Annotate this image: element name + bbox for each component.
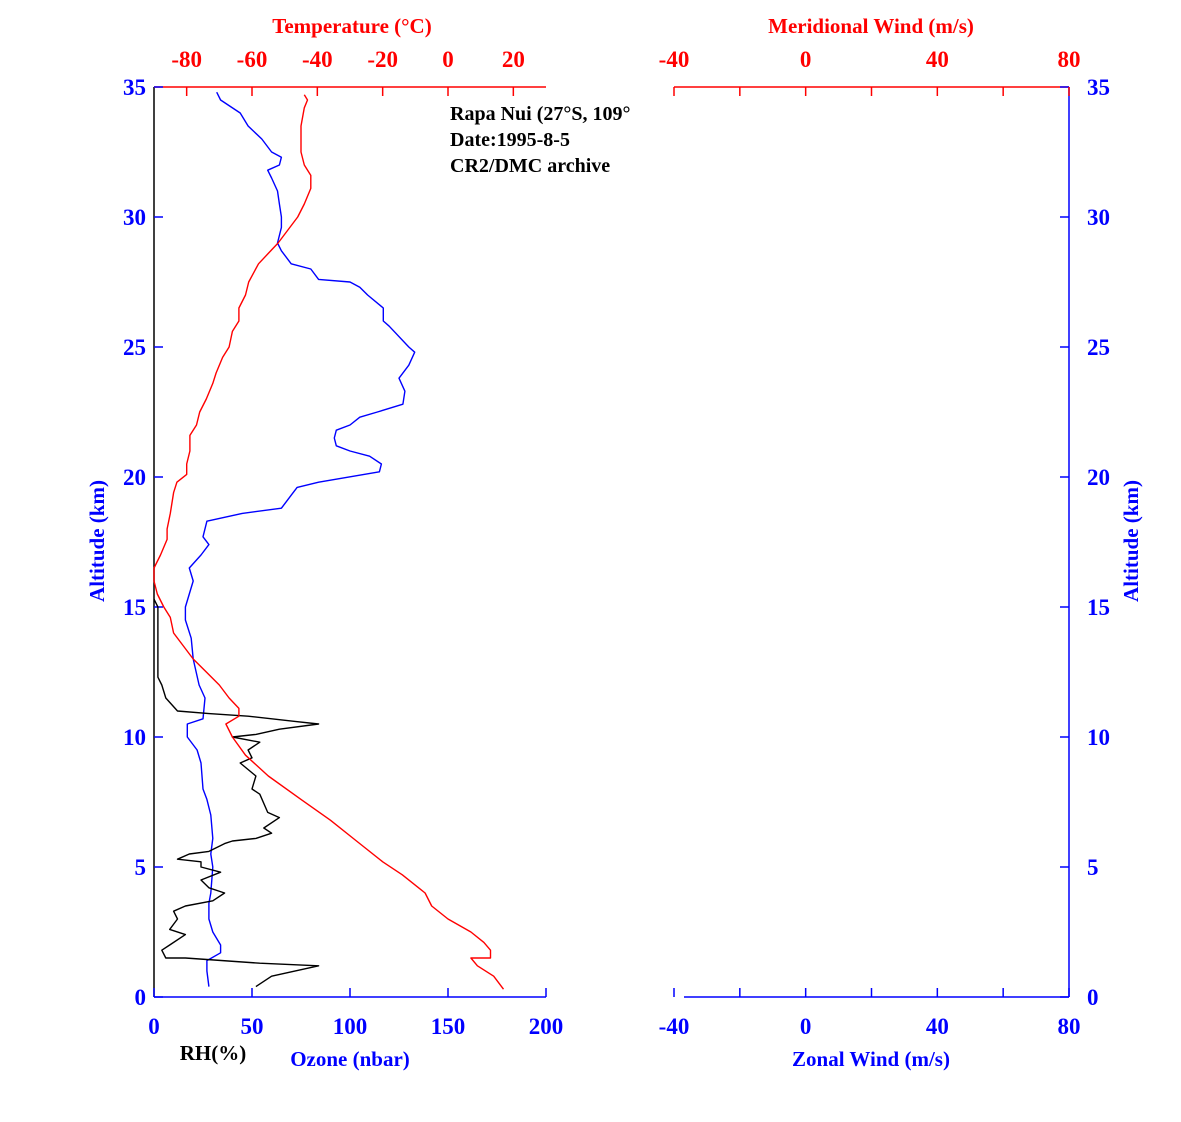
zonal-wind-tick-label: 80 — [1058, 1014, 1081, 1039]
ozone-tick-label: 200 — [529, 1014, 564, 1039]
right-altitude-tick-label: 35 — [1087, 75, 1110, 100]
temperature-tick-label: 0 — [442, 47, 454, 72]
temperature-tick-label: -40 — [302, 47, 333, 72]
annotation-line: Rapa Nui (27°S, 109° — [450, 103, 630, 125]
annotation-line: CR2/DMC archive — [450, 155, 610, 177]
temperature-axis-title: Temperature (°C) — [272, 14, 431, 38]
altitude-tick-label: 0 — [135, 985, 147, 1010]
altitude-axis-title: Altitude (km) — [85, 480, 109, 602]
zonal-wind-tick-label: -40 — [659, 1014, 690, 1039]
temperature-tick-label: 20 — [502, 47, 525, 72]
altitude-tick-label: 35 — [123, 75, 146, 100]
right-altitude-tick-label: 25 — [1087, 335, 1110, 360]
temperature-tick-label: -20 — [367, 47, 398, 72]
ozone-tick-label: 100 — [333, 1014, 368, 1039]
altitude-tick-label: 20 — [123, 465, 146, 490]
altitude-tick-label: 10 — [123, 725, 146, 750]
right-panel: 0 5 10 15 20 25 30 35 Altitude (km) -40 0 40 80 Zonal… — [659, 14, 1143, 1071]
ozone-tick-label: 0 — [148, 1014, 160, 1039]
temperature-profile-line — [153, 94, 505, 990]
meridional-wind-axis-title: Meridional Wind (m/s) — [768, 14, 974, 38]
altitude-tick-label: 15 — [123, 595, 146, 620]
right-altitude-tick-label: 20 — [1087, 465, 1110, 490]
temperature-tick-label: -60 — [237, 47, 268, 72]
ozone-profile-line — [184, 91, 416, 987]
annotation-line: Date:1995-8-5 — [450, 129, 570, 151]
right-altitude-tick-label: 15 — [1087, 595, 1110, 620]
right-altitude-tick-label: 0 — [1087, 985, 1099, 1010]
zonal-wind-axis-title: Zonal Wind (m/s) — [792, 1047, 950, 1071]
right-altitude-axis-title: Altitude (km) — [1119, 480, 1143, 602]
right-altitude-tick-label: 30 — [1087, 205, 1110, 230]
rh-axis-title: RH(%) — [180, 1041, 247, 1065]
zonal-wind-tick-label: 0 — [800, 1014, 812, 1039]
right-altitude-tick-label: 5 — [1087, 855, 1099, 880]
altitude-tick-label: 30 — [123, 205, 146, 230]
altitude-tick-label: 5 — [135, 855, 147, 880]
meridional-wind-tick-label: 0 — [800, 47, 812, 72]
meridional-wind-tick-label: 80 — [1058, 47, 1081, 72]
altitude-tick-label: 25 — [123, 335, 146, 360]
right-altitude-tick-label: 10 — [1087, 725, 1110, 750]
meridional-wind-tick-label: -40 — [659, 47, 690, 72]
zonal-wind-tick-label: 40 — [926, 1014, 949, 1039]
ozone-axis-title: Ozone (nbar) — [290, 1047, 410, 1071]
rh-profile-line — [153, 598, 320, 988]
ozone-tick-label: 50 — [241, 1014, 264, 1039]
meridional-wind-tick-label: 40 — [926, 47, 949, 72]
ozone-tick-label: 150 — [431, 1014, 466, 1039]
temperature-tick-label: -80 — [171, 47, 202, 72]
